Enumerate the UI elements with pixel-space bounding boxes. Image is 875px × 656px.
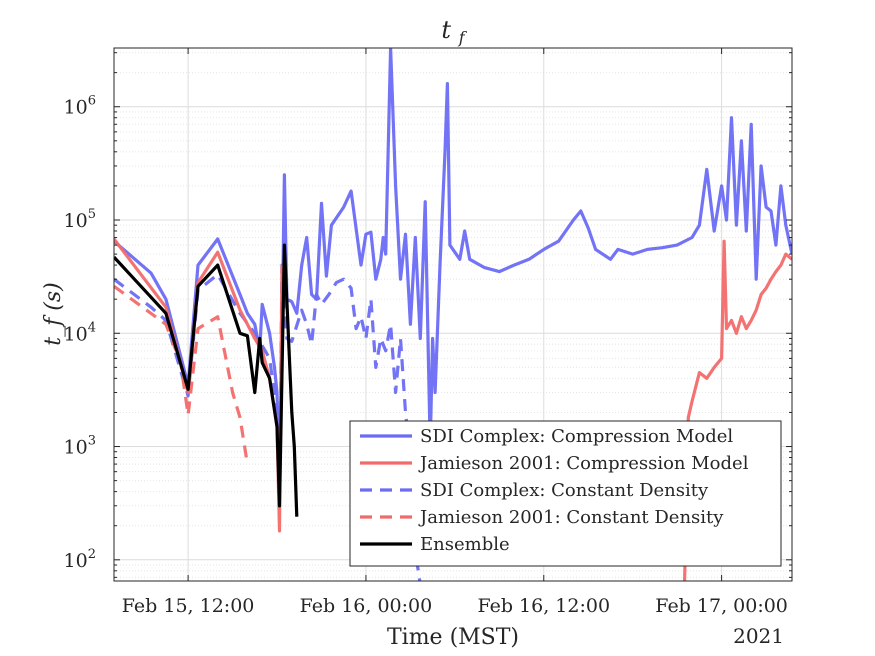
x-axis-year: 2021: [733, 624, 784, 648]
y-tick-label: 104: [64, 320, 96, 345]
legend-box: [349, 420, 782, 567]
series-line: [683, 239, 792, 581]
x-tick-label: Feb 16, 12:00: [477, 595, 610, 617]
x-tick-label: Feb 17, 00:00: [655, 595, 788, 617]
legend-label: Ensemble: [420, 534, 510, 555]
x-tick-label: Feb 15, 12:00: [122, 595, 255, 617]
chart-title-subscript: f: [458, 28, 468, 47]
series-line: [114, 285, 249, 465]
legend-label: Jamieson 2001: Compression Model: [418, 453, 749, 474]
y-tick-label: 102: [64, 547, 96, 572]
y-tick-label: 105: [64, 207, 96, 232]
legend-label: Jamieson 2001: Constant Density: [418, 507, 724, 528]
legend-label: SDI Complex: Compression Model: [420, 426, 733, 447]
y-tick-label: 103: [64, 434, 96, 459]
x-axis-label: Time (MST): [387, 625, 519, 650]
chart-title: t f: [441, 16, 467, 47]
y-axis-label: t_f (s): [41, 282, 66, 345]
ticks: Feb 15, 12:00 Feb 16, 00:00 Feb 16, 12:00 F…: [64, 48, 792, 617]
chart-title-text: t: [441, 16, 451, 44]
y-tick-label: 106: [64, 94, 96, 119]
legend-label: SDI Complex: Constant Density: [420, 480, 709, 501]
legend: SDI Complex: Compression Model Jamieson 2…: [349, 420, 782, 567]
x-tick-label: Feb 16, 00:00: [300, 595, 433, 617]
series-line: [114, 243, 299, 517]
axes-frame: [113, 47, 793, 582]
